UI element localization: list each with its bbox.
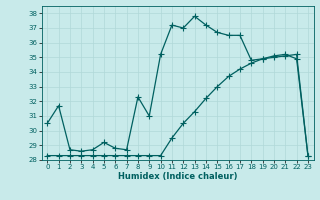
X-axis label: Humidex (Indice chaleur): Humidex (Indice chaleur) [118, 172, 237, 181]
